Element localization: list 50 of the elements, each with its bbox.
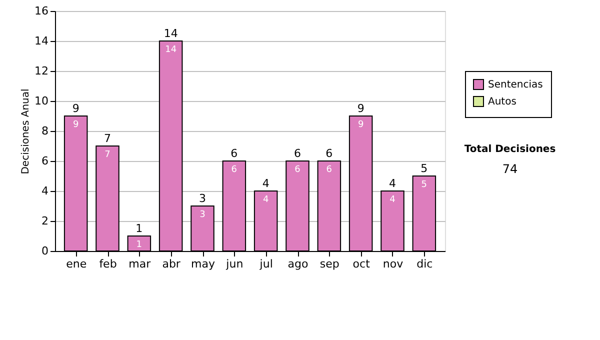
- total-label: 6: [294, 147, 301, 160]
- total-label: 6: [230, 147, 238, 160]
- y-tick-label: 8: [42, 124, 48, 138]
- x-tick-label: dic: [416, 258, 433, 270]
- x-tick-label: oct: [352, 258, 371, 270]
- total-label: 3: [199, 192, 206, 205]
- data-label: 5: [421, 180, 428, 190]
- data-label: 6: [326, 165, 332, 175]
- legend-label: Sentencias: [488, 80, 543, 90]
- x-tick-label: nov: [382, 258, 404, 270]
- total-label: 4: [262, 177, 270, 190]
- y-axis-title: Decisiones Anual: [20, 88, 32, 174]
- x-tick-label: may: [191, 258, 216, 270]
- y-tick-label: 4: [42, 184, 48, 198]
- y-tick-label: 2: [42, 214, 48, 228]
- text: 74: [502, 162, 518, 176]
- data-label: 9: [72, 120, 79, 130]
- data-label: 6: [294, 165, 301, 175]
- data-label: 9: [358, 120, 364, 130]
- y-tick-label: 10: [34, 94, 48, 108]
- data-label: 4: [390, 195, 396, 205]
- total-label: 7: [104, 132, 111, 145]
- text: Total Decisiones: [464, 144, 556, 155]
- x-tick-label: jul: [258, 258, 273, 270]
- x-tick-label: abr: [162, 258, 181, 270]
- data-label: 1: [136, 240, 142, 250]
- total-label: 14: [164, 27, 178, 40]
- total-label: 9: [357, 102, 364, 115]
- total-label: 5: [420, 162, 428, 175]
- y-tick-label: 0: [42, 244, 48, 258]
- data-label: 6: [231, 165, 238, 175]
- total-label: 1: [136, 222, 143, 235]
- y-tick-label: 14: [34, 34, 48, 48]
- y-tick-label: 12: [34, 64, 48, 78]
- total-label: 9: [72, 102, 80, 115]
- x-tick-label: sep: [320, 258, 340, 270]
- total-label: 6: [326, 147, 333, 160]
- y-tick-label: 16: [34, 4, 48, 18]
- total-label: 4: [389, 177, 396, 190]
- data-label: 4: [262, 195, 269, 205]
- x-tick-label: ago: [288, 258, 308, 270]
- x-tick-label: ene: [66, 258, 87, 270]
- x-tick-label: jun: [225, 258, 244, 270]
- legend-label: Autos: [488, 96, 516, 108]
- x-tick-label: feb: [99, 258, 117, 270]
- data-label: 7: [104, 150, 110, 160]
- data-label: 14: [165, 45, 177, 55]
- y-tick-label: 6: [42, 154, 48, 168]
- data-label: 3: [200, 210, 206, 220]
- x-tick-label: mar: [128, 258, 152, 270]
